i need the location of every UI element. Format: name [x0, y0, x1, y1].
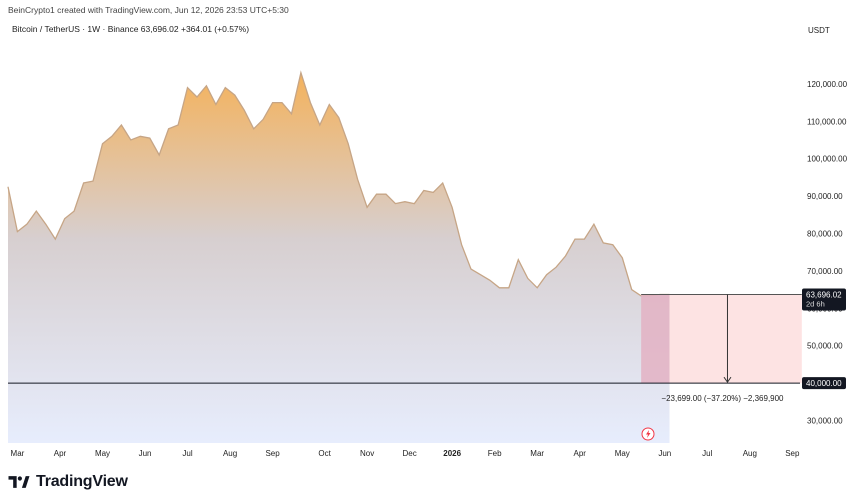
x-tick-label: Jul	[702, 449, 712, 458]
y-tick-label: 80,000.00	[807, 230, 843, 239]
x-tick-label: Nov	[360, 449, 374, 458]
measure-arrow-head	[723, 376, 732, 384]
bar-countdown: 2d 6h	[806, 300, 825, 309]
x-tick-label: Jun	[658, 449, 671, 458]
y-tick-label: 50,000.00	[807, 342, 843, 351]
x-tick-label: Aug	[743, 449, 757, 458]
y-tick-label: 30,000.00	[807, 417, 843, 426]
x-tick-label: 2026	[443, 449, 461, 458]
x-tick-label: Mar	[11, 449, 25, 458]
x-tick-label: May	[615, 449, 630, 458]
measure-range-future	[669, 294, 802, 384]
y-tick-label: 90,000.00	[807, 192, 843, 201]
x-tick-label: Jun	[139, 449, 152, 458]
x-tick-label: Sep	[265, 449, 280, 458]
target-level-value: 40,000.00	[806, 379, 842, 388]
symbol-info-line[interactable]: Bitcoin / TetherUS · 1W · Binance 63,696…	[12, 24, 250, 34]
price-area-fill	[8, 72, 670, 443]
x-tick-label: Mar	[530, 449, 544, 458]
x-tick-label: Apr	[573, 449, 586, 458]
last-price-badge	[802, 288, 846, 311]
currency-label: USDT	[808, 26, 830, 35]
x-tick-label: Apr	[54, 449, 67, 458]
x-tick-label: Sep	[785, 449, 800, 458]
x-tick-label: Feb	[488, 449, 502, 458]
tradingview-logo-icon	[8, 476, 30, 488]
chart-credit: BeinCrypto1 created with TradingView.com…	[8, 5, 289, 15]
y-tick-label: 120,000.00	[807, 80, 848, 89]
x-tick-label: Oct	[318, 449, 331, 458]
last-price-value: 63,696.02	[806, 291, 842, 300]
x-tick-label: Dec	[403, 449, 417, 458]
x-tick-label: May	[95, 449, 110, 458]
y-tick-label: 70,000.00	[807, 267, 843, 276]
tradingview-brand[interactable]: TradingView	[8, 473, 128, 491]
measure-label: −23,699.00 (−37.20%) −2,369,900	[661, 394, 784, 403]
measure-range-past	[641, 294, 670, 384]
target-level-badge	[802, 377, 846, 390]
y-tick-label: 100,000.00	[807, 155, 848, 164]
x-tick-label: Jul	[182, 449, 192, 458]
y-tick-label: 110,000.00	[807, 117, 847, 126]
x-tick-label: Aug	[223, 449, 237, 458]
lightning-bolt	[646, 430, 651, 438]
price-line	[7, 70, 670, 297]
tradingview-brand-name: TradingView	[36, 473, 128, 490]
